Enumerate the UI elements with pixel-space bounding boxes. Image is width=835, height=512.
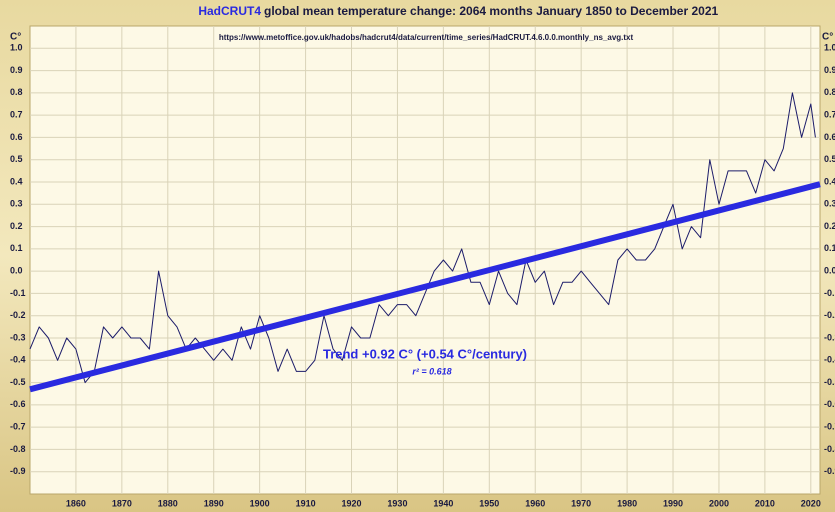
x-tick-label: 1950 [479,498,499,508]
x-tick-label: 1860 [66,498,86,508]
x-tick-label: 1930 [387,498,407,508]
y-tick-label: 0.4 [10,176,23,186]
y-tick-label: 0.6 [10,132,23,142]
y-tick-label: 0.9 [10,65,23,75]
trend-line [29,181,821,393]
y-tick-label-right: 0.9 [824,65,835,75]
y-tick-label: 0.7 [10,110,23,120]
y-tick-label-right: -0.3 [824,332,835,342]
y-tick-label: 0.8 [10,87,23,97]
x-tick-label: 1910 [296,498,316,508]
y-tick-label-right: 0.6 [824,132,835,142]
y-tick-label-right: -0.6 [824,399,835,409]
y-tick-label-right: 1.0 [824,43,835,53]
source-url: https://www.metoffice.gov.uk/hadobs/hadc… [219,33,634,42]
x-tick-label: 2010 [755,498,775,508]
y-tick-label-right: 0.1 [824,243,835,253]
y-tick-label: -0.9 [10,466,26,476]
y-tick-label-right: 0.5 [824,154,835,164]
y-tick-label: -0.2 [10,310,26,320]
y-tick-label: -0.8 [10,444,26,454]
y-tick-label-right: -0.9 [824,466,835,476]
y-tick-label-right: -0.5 [824,377,835,387]
y-tick-label: 0.2 [10,221,23,231]
y-tick-label: 0.3 [10,199,23,209]
y-tick-label: 0.0 [10,266,23,276]
r-squared-label: r² = 0.618 [412,366,451,376]
x-tick-label: 1970 [571,498,591,508]
temperature-line [29,92,816,384]
x-tick-label: 2020 [801,498,821,508]
x-tick-label: 1920 [341,498,361,508]
y-tick-label: -0.6 [10,399,26,409]
chart-title: global mean temperature change: 2064 mon… [264,4,719,18]
y-tick-label-right: 0.0 [824,266,835,276]
y-tick-label-right: -0.8 [824,444,835,454]
x-tick-label: 1960 [525,498,545,508]
y-tick-label: -0.4 [10,355,26,365]
y-tick-label-right: -0.4 [824,355,835,365]
x-tick-label: 1890 [204,498,224,508]
y-tick-label-right: -0.1 [824,288,835,298]
y-tick-label: 1.0 [10,43,23,53]
y-tick-label-right: 0.7 [824,110,835,120]
y-tick-label: -0.7 [10,422,26,432]
y-tick-label-right: 0.4 [824,176,835,186]
trend-label: Trend +0.92 C° (+0.54 C°/century) [323,346,527,361]
x-tick-label: 1870 [112,498,132,508]
y-axis-label: C° [10,32,21,43]
title-source: HadCRUT4 [198,4,261,18]
x-tick-label: 1990 [663,498,683,508]
y-tick-label-right: 0.2 [824,221,835,231]
x-tick-label: 1900 [250,498,270,508]
y-axis-label-right: C° [822,32,833,43]
y-tick-label: -0.1 [10,288,26,298]
x-tick-label: 1880 [158,498,178,508]
y-tick-label-right: 0.8 [824,87,835,97]
x-tick-label: 2000 [709,498,729,508]
y-tick-label: -0.5 [10,377,26,387]
x-tick-label: 1940 [433,498,453,508]
y-tick-label-right: -0.7 [824,422,835,432]
y-tick-label: 0.5 [10,154,23,164]
y-tick-label-right: 0.3 [824,199,835,209]
x-tick-label: 1980 [617,498,637,508]
plot-area [29,25,821,495]
y-tick-label-right: -0.2 [824,310,835,320]
y-tick-label: 0.1 [10,243,23,253]
y-tick-label: -0.3 [10,332,26,342]
